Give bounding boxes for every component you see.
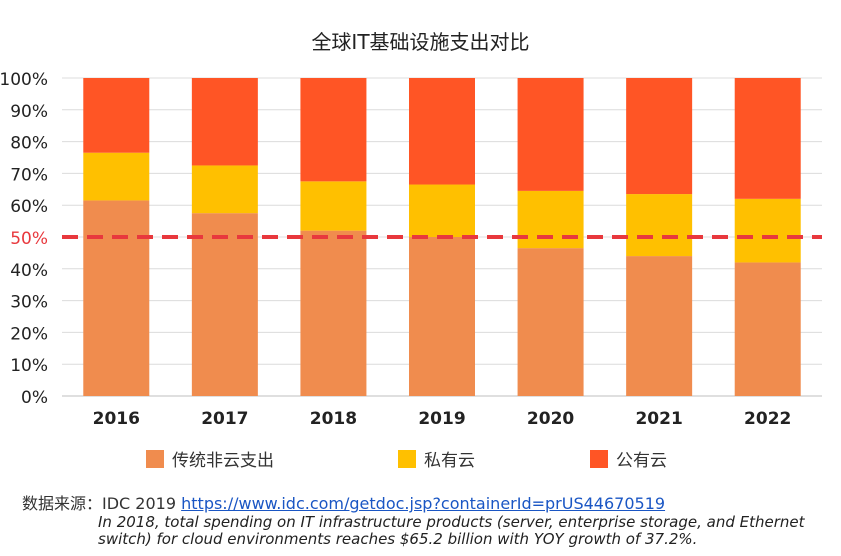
bar-segment-0-2019 [409, 237, 475, 396]
bar-segment-2-2018 [300, 78, 367, 182]
legend-label-private-cloud: 私有云 [424, 451, 475, 471]
y-tick-label: 90% [10, 102, 48, 122]
x-tick-label: 2017 [201, 409, 248, 429]
legend-label-public-cloud: 公有云 [616, 451, 667, 471]
bar-segment-2-2019 [409, 78, 475, 185]
bar-segment-0-2018 [300, 230, 367, 396]
source-link[interactable]: https://www.idc.com/getdoc.jsp?container… [181, 494, 666, 513]
legend-swatch-traditional [146, 449, 164, 468]
source-label: 数据来源：IDC 2019 [22, 494, 177, 513]
x-tick-label: 2021 [635, 409, 682, 429]
bar-segment-2-2016 [83, 78, 150, 153]
y-axis-ticks: 0% 10% 20% 30% 40% 50% 60% 70% 80% 90% 100% [0, 70, 48, 408]
stacked-bar-chart: 0%10%20%30%40%50%60%70%80%90%100% 2016 20… [0, 70, 822, 429]
x-tick-label: 2016 [93, 409, 140, 429]
bar-segment-0-2022 [734, 262, 801, 396]
bar-segment-0-2016 [83, 200, 150, 396]
bar-segment-0-2021 [626, 256, 693, 396]
y-tick-label: 100% [0, 70, 48, 90]
source-line: 数据来源：IDC 2019 https://www.idc.com/getdoc… [22, 490, 665, 514]
bar-segment-2-2017 [191, 78, 258, 166]
bar-segment-0-2020 [517, 248, 584, 396]
bars [83, 78, 801, 396]
y-tick-label: 40% [10, 261, 48, 281]
legend-item-traditional: 传统非云支出 [146, 446, 274, 471]
bar-segment-1-2018 [300, 181, 367, 231]
footnote: In 2018, total spending on IT infrastruc… [98, 513, 805, 548]
y-tick-label: 70% [10, 165, 48, 185]
bar-segment-1-2020 [517, 190, 584, 249]
x-tick-label: 2019 [418, 409, 465, 429]
y-tick-label: 10% [10, 356, 48, 376]
y-tick-label: 0% [21, 388, 48, 408]
bar-segment-1-2016 [83, 152, 150, 201]
bar-segment-1-2021 [626, 194, 693, 257]
bar-segment-1-2019 [409, 184, 475, 237]
legend-label-traditional: 传统非云支出 [172, 451, 274, 471]
x-tick-label: 2022 [744, 409, 791, 429]
y-tick-label: 50% [10, 229, 48, 249]
legend-swatch-private-cloud [398, 449, 416, 468]
x-axis-ticks: 2016 2017 2018 2019 2020 2021 2022 [93, 409, 792, 429]
bar-segment-1-2022 [734, 198, 801, 263]
chart-title: 全球IT基础设施支出对比 [311, 30, 530, 54]
bar-segment-2-2020 [517, 78, 584, 191]
y-tick-label: 20% [10, 324, 48, 344]
bar-segment-2-2022 [734, 78, 801, 199]
legend-item-public-cloud: 公有云 [590, 446, 667, 471]
legend: 传统非云支出 私有云 公有云 [0, 446, 841, 476]
y-tick-label: 80% [10, 134, 48, 154]
y-tick-label: 30% [10, 293, 48, 313]
bar-segment-2-2021 [626, 78, 693, 195]
x-tick-label: 2018 [310, 409, 357, 429]
legend-swatch-public-cloud [590, 449, 608, 468]
bar-segment-0-2017 [191, 213, 258, 396]
bar-segment-1-2017 [191, 165, 258, 214]
y-tick-label: 60% [10, 197, 48, 217]
legend-item-private-cloud: 私有云 [398, 446, 475, 471]
x-tick-label: 2020 [527, 409, 574, 429]
